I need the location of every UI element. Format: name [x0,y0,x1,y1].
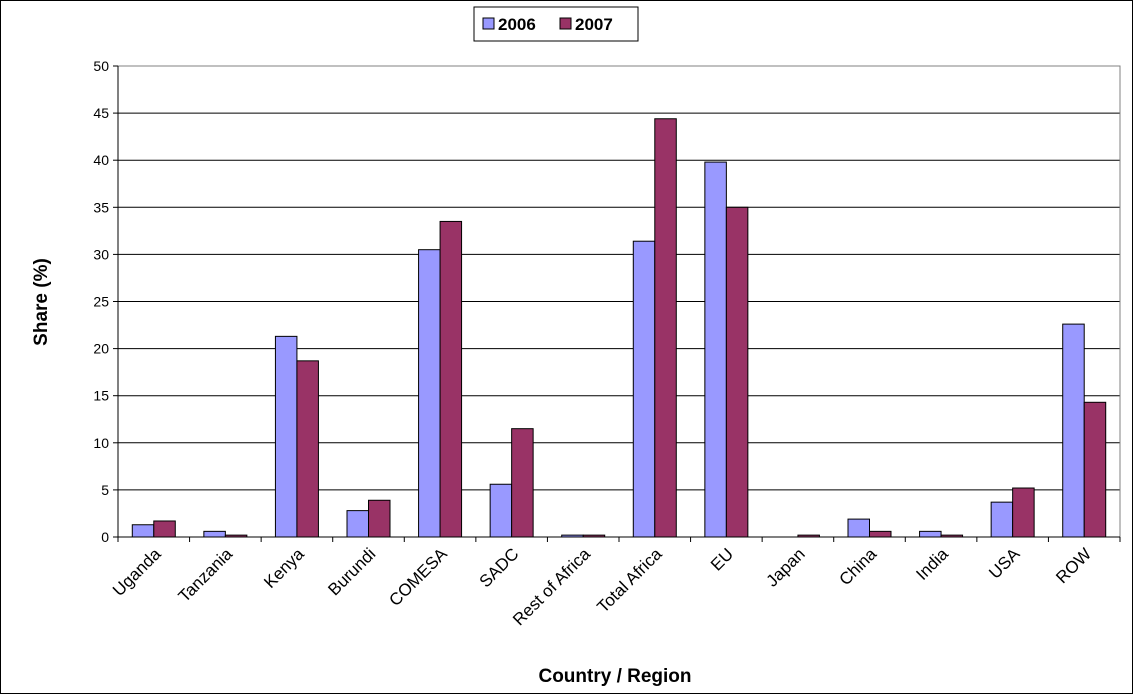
x-tick-label: Uganda [109,544,165,600]
bar-2007-total-africa [654,118,677,538]
x-tick-label: EU [707,544,737,574]
bar-2006-india [919,530,942,538]
bar-2006-sadc [489,483,513,538]
x-tick-label: Rest of Africa [509,544,594,629]
legend-box [473,6,639,42]
legend-label-2007: 2007 [575,15,613,34]
x-tick-label: Japan [763,544,809,590]
y-axis-title: Share (%) [31,258,52,346]
bar-2007-comesa [439,220,463,538]
legend: 2006 2007 [473,6,639,42]
x-tick-label: India [912,544,952,584]
y-tick-label: 40 [93,152,109,168]
y-tick-label: 50 [93,58,109,74]
y-tick-label: 10 [93,435,109,451]
x-tick-label: China [835,544,880,589]
y-tick-label: 15 [93,388,109,404]
legend-swatch-2006 [482,17,495,30]
x-tick-label: COMESA [385,544,451,610]
x-tick-label: ROW [1052,544,1095,587]
bar-2007-sadc [511,428,534,538]
bar-2006-total-africa [632,240,656,538]
y-tick-label: 25 [93,294,109,310]
gridlines [118,65,1120,491]
x-tick-label: Burundi [324,544,379,599]
x-tick-label: Kenya [260,544,308,592]
x-tick-label: USA [985,544,1024,583]
bar-2006-usa [990,501,1014,538]
bar-2006-row [1062,323,1085,538]
x-tick-label: Total Africa [593,544,666,617]
y-tick-label: 20 [93,341,109,357]
bar-2006-kenya [274,335,298,538]
bar-2007-usa [1012,487,1035,538]
bar-2007-china [869,530,892,538]
y-tick-label: 0 [101,529,109,545]
bar-2007-burundi [368,499,391,538]
bar-2006-tanzania [203,530,226,538]
bar-2007-eu [725,206,749,538]
y-tick-label: 30 [93,246,109,262]
bars [131,118,1107,538]
y-axis: 0 5 10 15 20 25 30 35 40 45 50 [93,58,119,545]
y-tick-label: 35 [93,199,109,215]
bar-2006-china [847,518,870,538]
y-tick-label: 5 [101,482,109,498]
bar-2007-kenya [296,360,319,538]
x-tick-label: SADC [476,544,523,591]
y-tick-label: 45 [93,105,109,121]
x-tick-label: Tanzania [175,544,237,606]
legend-swatch-2007 [559,17,572,30]
bar-2006-burundi [346,510,369,538]
legend-label-2006: 2006 [498,15,536,34]
x-axis-title: Country / Region [538,666,691,687]
bar-2006-uganda [131,524,155,538]
x-axis: Uganda Tanzania Kenya Burundi COMESA SADCRest… [109,536,1121,629]
bar-2006-eu [704,161,727,538]
bar-2006-comesa [418,249,441,538]
bar-2007-row [1083,401,1107,538]
bar-2007-uganda [153,520,176,538]
